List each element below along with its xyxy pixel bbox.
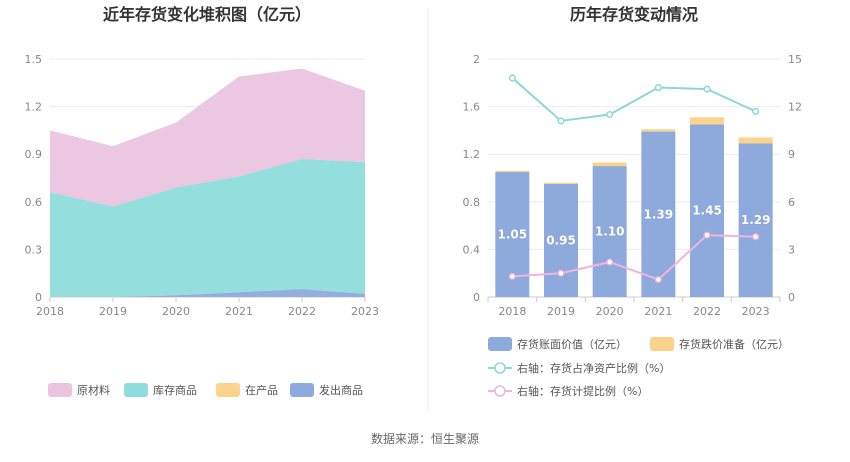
line-point (508, 74, 516, 82)
line-point (703, 231, 711, 239)
right-right-y-tick-label: 9 (788, 148, 795, 161)
legend-label: 原材料 (77, 383, 110, 397)
bar-value-label: 1.39 (644, 207, 674, 221)
right-right-y-tick-label: 12 (788, 101, 802, 114)
data-source: 数据来源：恒生聚源 (371, 431, 479, 446)
line-point (654, 84, 662, 92)
right-x-tick-label: 2023 (742, 305, 770, 318)
right-right-y-tick-label: 0 (788, 291, 795, 304)
legend-swatch-book-value (488, 337, 512, 351)
left-x-tick-label: 2022 (288, 305, 316, 318)
line-point (752, 233, 760, 241)
legend-label: 发出商品 (319, 383, 363, 397)
line-point (557, 269, 565, 277)
bar-value-label: 0.95 (546, 233, 576, 247)
area-库存商品 (50, 158, 365, 297)
legend-label: 存货跌价准备（亿元） (679, 337, 789, 351)
line-point (508, 272, 516, 280)
left-x-tick-label: 2018 (36, 305, 64, 318)
legend-swatch-impairment (650, 337, 674, 351)
line-point (654, 275, 662, 284)
legend-swatch-marker (494, 385, 506, 397)
legend-swatch (216, 383, 240, 397)
right-left-y-tick-label: 0 (473, 291, 480, 304)
bar-impairment (544, 182, 578, 184)
area-发出商品 (50, 289, 365, 297)
left-areas (50, 68, 365, 297)
bar-value-label: 1.10 (595, 225, 625, 239)
bar-impairment (738, 137, 773, 144)
left-y-axis: 0 0.3 0.6 0.9 1.2 1.5 (25, 53, 43, 304)
line-point (752, 107, 760, 115)
legend-label: 库存商品 (153, 383, 197, 397)
bar-book-value (592, 166, 627, 297)
bar-value-label: 1.45 (692, 204, 722, 218)
right-right-y-axis: 0 3 6 9 12 15 (788, 53, 802, 304)
legend-label: 在产品 (245, 383, 278, 397)
left-y-tick-label: 0 (35, 291, 42, 304)
bar-value-label: 1.05 (498, 228, 528, 242)
bar-impairment (641, 129, 676, 132)
legend-label: 右轴：存货占净资产比例（%） (517, 361, 670, 375)
left-chart-title: 近年存货变化堆积图（亿元） (103, 5, 311, 24)
left-y-tick-label: 1.5 (25, 53, 43, 66)
left-y-tick-label: 0.6 (25, 196, 43, 209)
right-x-tick-label: 2018 (498, 305, 526, 318)
line-point (606, 258, 614, 266)
left-y-tick-label: 1.2 (25, 101, 43, 114)
bar-book-value (544, 183, 578, 297)
line-point (703, 85, 711, 93)
right-right-y-tick-label: 6 (788, 196, 795, 209)
bar-book-value (690, 124, 724, 297)
left-x-axis: 2018 2019 2020 2021 2022 2023 (36, 297, 379, 318)
legend-swatch (290, 383, 314, 397)
right-x-axis: 2018 2019 2020 2021 2022 2023 (487, 297, 781, 318)
area-原材料 (50, 68, 365, 207)
line-series-1 (512, 234, 756, 281)
left-y-tick-label: 0.3 (25, 243, 43, 256)
legend-swatch (48, 383, 72, 397)
right-left-y-tick-label: 0.8 (463, 196, 481, 209)
right-legend: 存货账面价值（亿元） 存货跌价准备（亿元） 右轴：存货占净资产比例（%） 右轴：存货计… (488, 337, 789, 398)
right-right-y-tick-label: 3 (788, 243, 795, 256)
right-lines (508, 74, 760, 284)
right-left-y-tick-label: 1.2 (463, 148, 481, 161)
legend-swatch-marker (494, 362, 506, 374)
right-x-tick-label: 2021 (644, 305, 672, 318)
line-point (557, 117, 565, 125)
bar-line-chart: 历年存货变动情况 1.05 0.951.101.39 1.451.29 00.40.… (463, 5, 803, 398)
right-left-y-tick-label: 0.4 (463, 243, 481, 256)
left-x-tick-label: 2021 (225, 305, 253, 318)
right-x-tick-label: 2022 (693, 305, 721, 318)
right-left-y-tick-label: 2 (473, 53, 480, 66)
right-x-tick-label: 2019 (547, 305, 575, 318)
right-left-y-tick-label: 1.6 (463, 101, 481, 114)
left-x-tick-label: 2020 (162, 305, 190, 318)
right-chart-title: 历年存货变动情况 (570, 5, 698, 24)
bar-impairment (690, 117, 724, 125)
left-legend: 原材料 库存商品 在产品 发出商品 (48, 383, 363, 397)
stacked-area-chart: 近年存货变化堆积图（亿元） 00.30.60.91.21.5 2018 2019 2… (25, 5, 379, 397)
right-right-y-tick-label: 15 (788, 53, 802, 66)
legend-label: 右轴：存货计提比例（%） (517, 384, 648, 398)
legend-swatch (124, 383, 148, 397)
line-point (606, 110, 614, 119)
left-x-tick-label: 2019 (99, 305, 127, 318)
legend-label: 存货账面价值（亿元） (517, 337, 627, 351)
bar-impairment (592, 162, 627, 167)
left-y-tick-label: 0.9 (25, 148, 43, 161)
right-x-tick-label: 2020 (596, 305, 624, 318)
bar-impairment (495, 170, 530, 173)
left-x-tick-label: 2023 (351, 305, 379, 318)
bar-book-value (738, 143, 773, 297)
right-left-y-axis: 0 0.4 0.8 1.2 1.6 2 (463, 53, 481, 304)
line-series-0 (511, 77, 757, 122)
bar-value-label: 1.29 (741, 213, 771, 227)
